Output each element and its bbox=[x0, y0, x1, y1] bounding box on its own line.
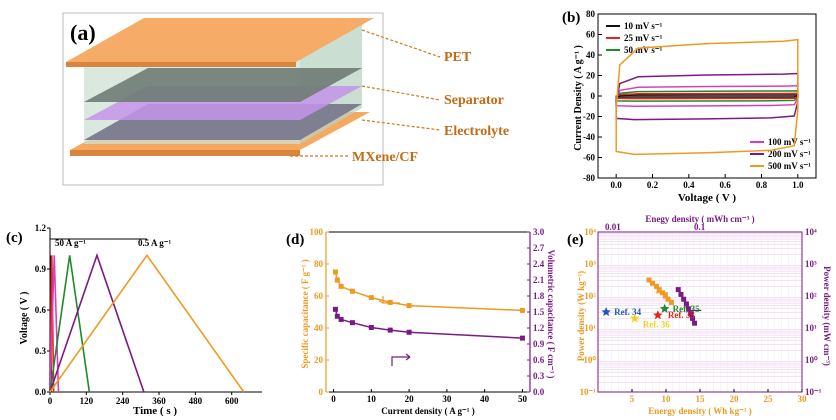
bottom-plate-edge bbox=[70, 150, 300, 156]
label-mxene: MXene/CF bbox=[352, 150, 418, 165]
leader-separator bbox=[361, 85, 441, 101]
leader-pet bbox=[361, 29, 441, 58]
mxene-upper bbox=[84, 68, 362, 102]
panel-a-letter: (a) bbox=[70, 20, 96, 45]
leader-electrolyte bbox=[361, 119, 441, 131]
panel-a-frame bbox=[62, 12, 384, 186]
label-pet: PET bbox=[444, 50, 472, 65]
top-plate bbox=[66, 18, 374, 62]
label-separator: Separator bbox=[444, 93, 504, 108]
label-electrolyte: Electrolyte bbox=[444, 124, 509, 139]
top-plate-edge bbox=[66, 62, 296, 67]
